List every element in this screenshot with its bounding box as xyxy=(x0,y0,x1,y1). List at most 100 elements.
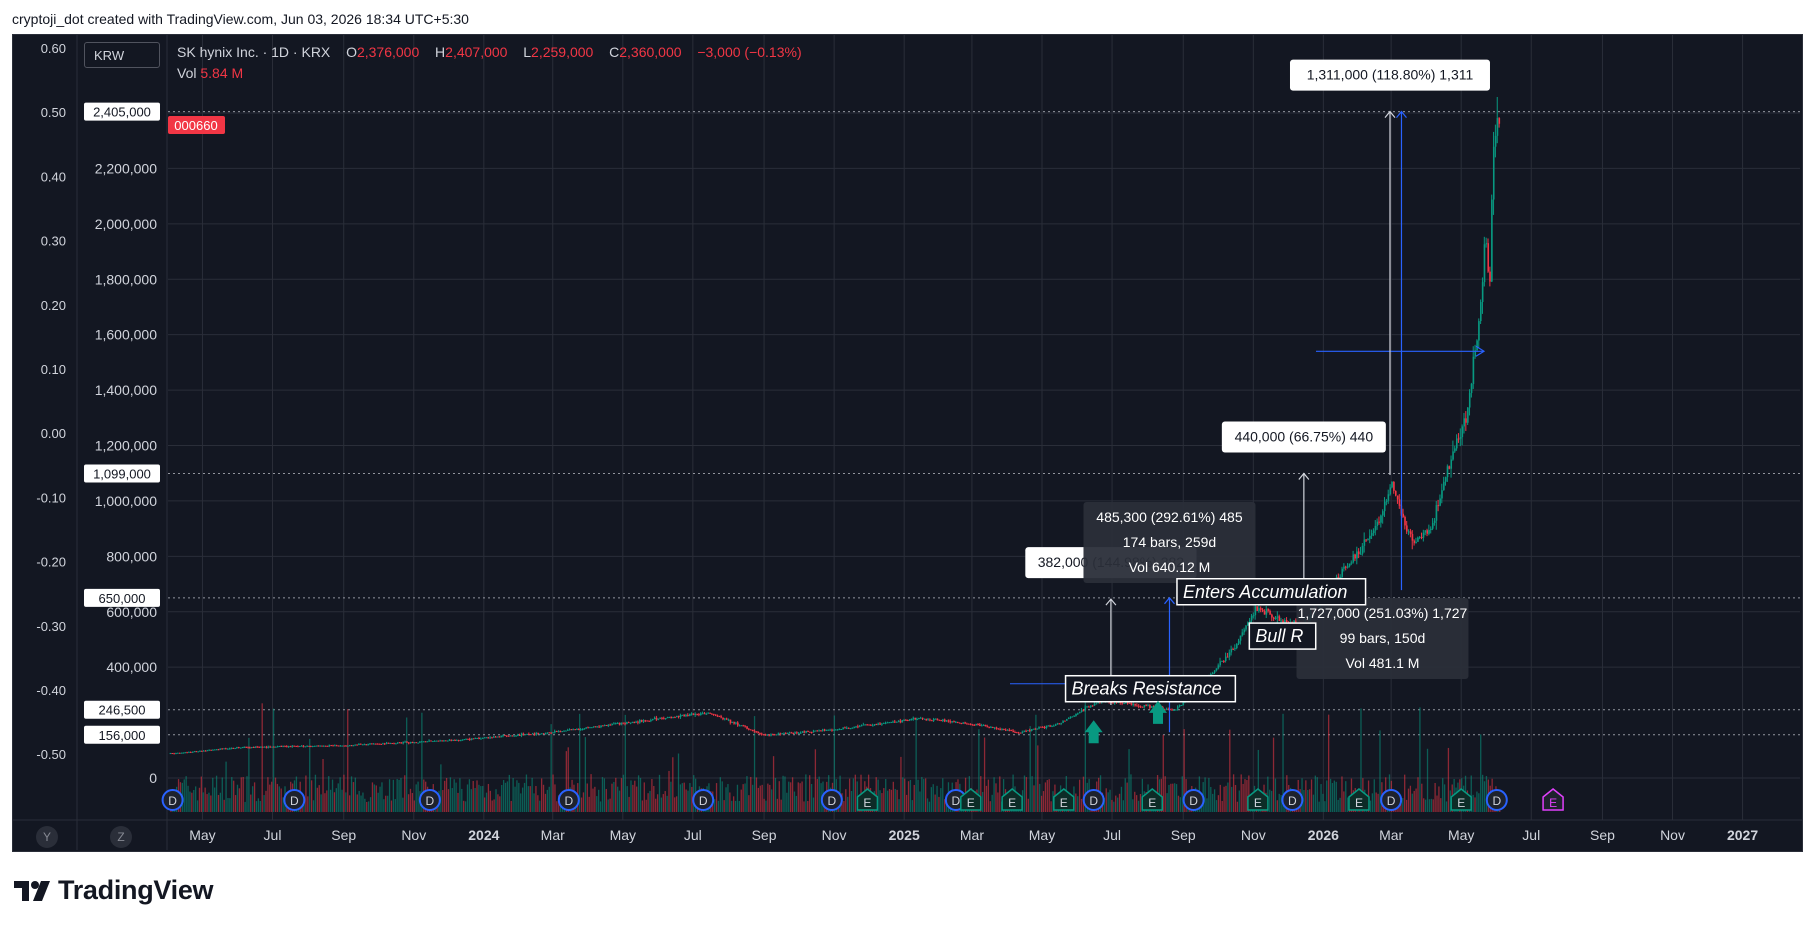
volume-bar xyxy=(204,787,206,812)
candle-body xyxy=(818,730,820,732)
candle-body xyxy=(397,742,399,744)
volume-bar xyxy=(1328,714,1330,812)
volume-bar xyxy=(1229,729,1231,812)
candle-body xyxy=(725,718,728,720)
candle-body xyxy=(1261,609,1264,612)
left-axis-tick-label: -0.30 xyxy=(36,619,66,634)
candle-body xyxy=(395,743,397,745)
candle-body xyxy=(334,745,336,747)
volume-bar xyxy=(1305,780,1307,812)
price-level-box xyxy=(84,700,160,719)
dividend-marker-icon xyxy=(1485,789,1508,811)
volume-bar xyxy=(191,792,193,812)
volume-bar xyxy=(1320,784,1322,812)
candle-body xyxy=(1422,532,1425,538)
candle-body xyxy=(356,744,358,746)
volume-bar xyxy=(628,796,630,812)
pane-button-z[interactable]: Z xyxy=(110,826,132,848)
dividend-marker-label: D xyxy=(1387,794,1396,808)
candle-body xyxy=(302,745,305,747)
candle-body xyxy=(336,745,338,747)
candle-body xyxy=(559,731,562,733)
volume-bar xyxy=(1025,777,1028,812)
volume-bar xyxy=(244,801,246,812)
candle-body xyxy=(835,729,837,731)
volume-bar xyxy=(271,781,273,812)
candle-body xyxy=(1498,118,1501,124)
candle-body xyxy=(380,743,382,745)
candle-body xyxy=(1350,562,1353,564)
candle-body xyxy=(1398,499,1401,506)
chart-frame[interactable] xyxy=(12,34,1803,852)
candle-body xyxy=(1025,730,1027,732)
candle-body xyxy=(280,745,283,747)
price-level-label: 246,500 xyxy=(99,703,146,718)
candle-body xyxy=(716,715,719,717)
candle-body xyxy=(912,717,915,720)
volume-bar xyxy=(801,781,803,812)
volume-bar xyxy=(1232,774,1235,812)
legend-close: 2,360,000 xyxy=(619,44,682,60)
volume-bar xyxy=(1447,747,1450,812)
volume-bar xyxy=(246,776,248,812)
candle-body xyxy=(411,742,414,744)
candle-body xyxy=(450,739,453,741)
price-axis-tick-label: 800,000 xyxy=(106,548,157,564)
currency-button[interactable]: KRW xyxy=(84,42,160,68)
earnings-marker-label: E xyxy=(1549,796,1557,810)
volume-bar xyxy=(896,789,898,812)
volume-bar xyxy=(453,779,455,812)
volume-bar xyxy=(852,778,855,812)
volume-bar xyxy=(1115,795,1117,812)
volume-bar xyxy=(1046,780,1048,812)
candle-body xyxy=(443,740,445,742)
candle-body xyxy=(805,730,808,733)
candle-body xyxy=(291,745,294,747)
candle-body xyxy=(463,739,466,741)
volume-bar xyxy=(1029,726,1031,812)
candle-body xyxy=(1056,723,1059,725)
candle-body xyxy=(709,712,711,714)
candle-body xyxy=(618,722,621,725)
candle-body xyxy=(713,713,715,715)
candle-body xyxy=(995,727,998,729)
volume-bar xyxy=(495,789,497,812)
candle-body xyxy=(354,744,357,746)
legend-open: 2,376,000 xyxy=(356,44,420,60)
measure-label: 1,727,000 (251.03%) 1,727 xyxy=(1298,605,1468,621)
candle-body xyxy=(820,730,822,732)
volume-bar xyxy=(582,792,585,812)
candle-body xyxy=(433,740,436,742)
candle-body xyxy=(733,722,735,724)
volume-bar xyxy=(902,777,904,812)
pane-button-y[interactable]: Y xyxy=(36,826,58,848)
measure-label: 99 bars, 150d xyxy=(1340,630,1426,646)
volume-bar xyxy=(544,793,547,812)
volume-bar xyxy=(717,800,720,812)
candle-body xyxy=(1230,648,1233,653)
price-axis-tick-label: 0 xyxy=(149,770,157,786)
candle-body xyxy=(1468,393,1471,408)
volume-bar xyxy=(537,795,539,812)
candle-body xyxy=(929,719,931,721)
dividend-marker-label: D xyxy=(699,794,708,808)
volume-bar xyxy=(1438,786,1440,812)
volume-bar xyxy=(588,796,590,812)
volume-bar xyxy=(769,784,771,812)
volume-bar xyxy=(409,788,412,812)
left-axis-tick-label: 0.00 xyxy=(41,426,66,441)
candle-body xyxy=(857,726,859,728)
volume-bar xyxy=(377,792,379,812)
candle-body xyxy=(1132,704,1135,706)
candle-body xyxy=(171,753,174,755)
candle-body xyxy=(1014,731,1016,733)
candle-body xyxy=(332,745,334,747)
candle-body xyxy=(615,723,617,725)
volume-bar xyxy=(746,776,748,812)
volume-bar xyxy=(892,781,894,812)
candle-body xyxy=(591,727,593,729)
candle-body xyxy=(518,734,521,736)
candle-body xyxy=(1345,566,1347,568)
volume-bar xyxy=(790,782,792,812)
